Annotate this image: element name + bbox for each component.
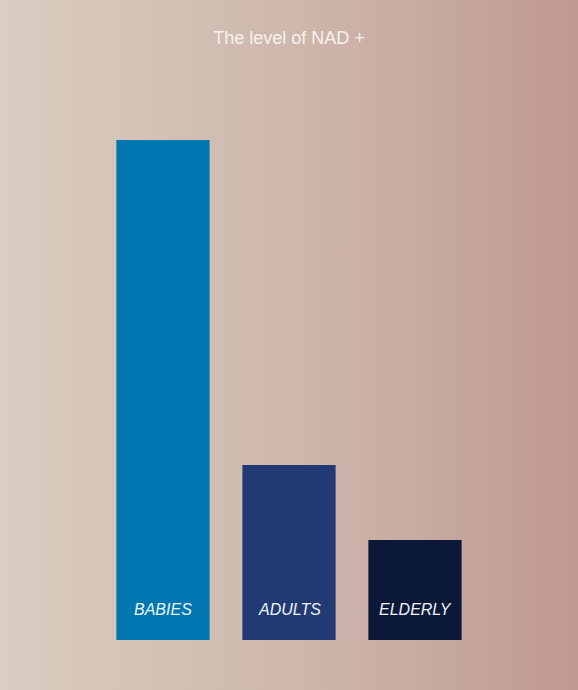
svg-text:The level of NAD +: The level of NAD + — [213, 28, 365, 48]
svg-text:ADULTS: ADULTS — [258, 601, 321, 618]
svg-text:ELDERLY: ELDERLY — [379, 601, 452, 618]
svg-text:BABIES: BABIES — [134, 601, 192, 618]
